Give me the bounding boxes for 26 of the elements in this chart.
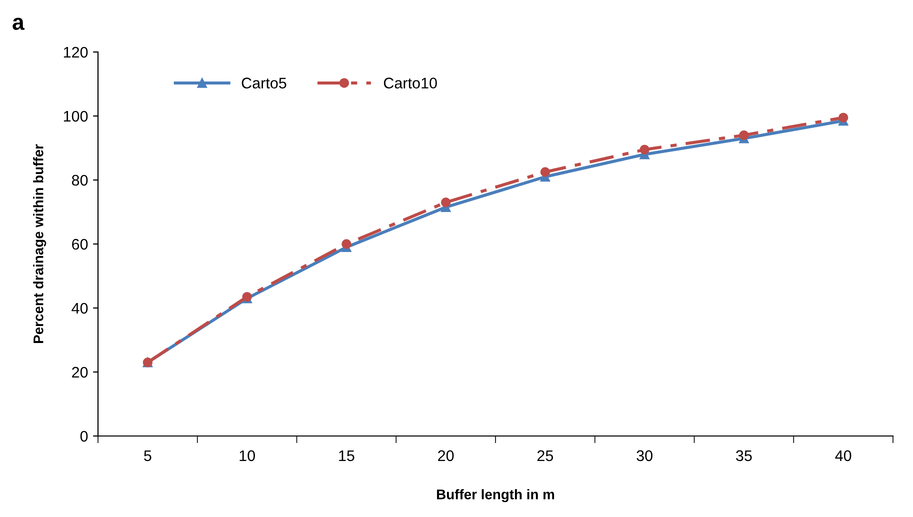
legend-label: Carto10	[384, 78, 437, 88]
x-tick-label: 20	[438, 450, 454, 462]
x-tick-label: 15	[339, 450, 354, 462]
y-tick-label: 100	[64, 110, 88, 122]
x-tick-label: 30	[636, 450, 652, 462]
y-tick-label: 20	[72, 366, 88, 378]
x-axis-title: Buffer length in m	[437, 489, 554, 502]
x-tick-label: 10	[240, 450, 255, 462]
x-tick-label: 5	[144, 450, 152, 462]
y-axis-title: Percent drainage within buffer	[33, 144, 46, 344]
point	[540, 167, 550, 177]
point	[838, 112, 848, 122]
text: a	[12, 18, 24, 30]
y-tick-label: 0	[80, 430, 88, 442]
legend-label: Carto5	[242, 78, 286, 88]
y-tick-label: 80	[72, 174, 88, 186]
x-tick-label: 25	[537, 450, 554, 462]
x-tick-label: 40	[835, 450, 852, 462]
point	[440, 198, 451, 208]
x-tick-label: 35	[736, 450, 752, 462]
point	[342, 239, 352, 249]
y-tick-label: 40	[72, 302, 88, 314]
y-tick-label: 60	[72, 238, 88, 250]
y-tick-label: 120	[64, 46, 88, 58]
point	[739, 130, 749, 140]
point	[640, 144, 650, 154]
